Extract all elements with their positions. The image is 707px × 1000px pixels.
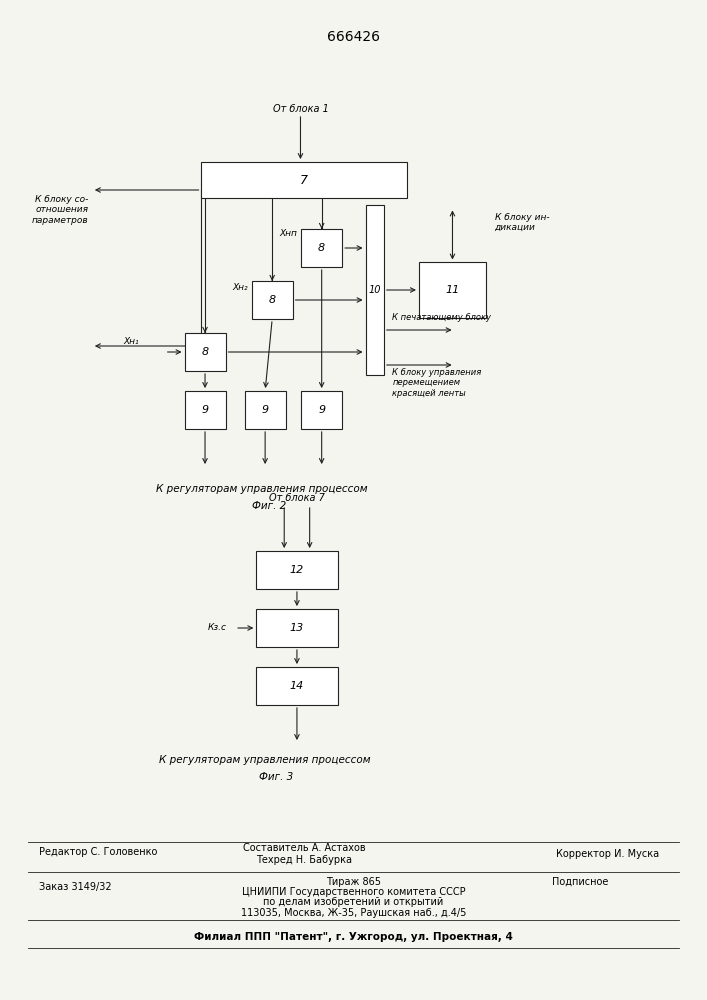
Bar [185,333,226,371]
Text: Редактор С. Головенко: Редактор С. Головенко [39,847,157,857]
Text: От блока 1: От блока 1 [272,104,329,114]
Text: 8: 8 [269,295,276,305]
Bar [419,262,486,318]
Text: 8: 8 [318,243,325,253]
Bar [366,205,384,375]
Text: Фиг. 3: Фиг. 3 [259,772,293,782]
Text: Тираж 865: Тираж 865 [326,877,381,887]
Bar [201,162,407,198]
Text: 12: 12 [290,565,304,575]
Text: К блоку управления
перемещением
красящей ленты: К блоку управления перемещением красящей… [392,368,481,398]
Bar [256,609,338,647]
Text: Корректор И. Муска: Корректор И. Муска [556,849,660,859]
Text: 9: 9 [318,405,325,415]
Text: К блоку ин-
дикации: К блоку ин- дикации [495,213,549,232]
Bar [301,391,342,429]
Text: Подписное: Подписное [551,877,608,887]
Text: 11: 11 [445,285,460,295]
Text: К регуляторам управления процессом: К регуляторам управления процессом [156,484,368,494]
Bar [252,281,293,319]
Text: 113035, Москва, Ж-35, Раушская наб., д.4/5: 113035, Москва, Ж-35, Раушская наб., д.4… [241,908,466,918]
Text: 9: 9 [262,405,269,415]
Text: К регуляторам управления процессом: К регуляторам управления процессом [159,755,371,765]
Bar [256,551,338,589]
Bar [245,391,286,429]
Text: 8: 8 [201,347,209,357]
Text: Xнп: Xнп [280,230,298,238]
Text: 666426: 666426 [327,30,380,44]
Text: 7: 7 [300,174,308,186]
Bar [301,229,342,267]
Text: Кз.c: Кз.c [208,624,227,633]
Text: Составитель А. Астахов: Составитель А. Астахов [243,843,366,853]
Text: Заказ 3149/32: Заказ 3149/32 [39,882,112,892]
Text: 9: 9 [201,405,209,415]
Text: по делам изобретений и открытий: по делам изобретений и открытий [264,897,443,907]
Bar [256,667,338,705]
Text: Техред Н. Бабурка: Техред Н. Бабурка [256,855,352,865]
Text: Филиал ППП "Патент", г. Ужгород, ул. Проектная, 4: Филиал ППП "Патент", г. Ужгород, ул. Про… [194,932,513,942]
Text: 10: 10 [368,285,381,295]
Text: К печатающему блоку: К печатающему блоку [392,313,491,322]
Text: Xн₁: Xн₁ [123,338,139,347]
Text: Фиг. 2: Фиг. 2 [252,501,286,511]
Text: От блока 7: От блока 7 [269,493,325,503]
Bar [185,391,226,429]
Text: 14: 14 [290,681,304,691]
Text: К блоку со-
отношения
параметров: К блоку со- отношения параметров [32,195,88,225]
Text: ЦНИИПИ Государственного комитета СССР: ЦНИИПИ Государственного комитета СССР [242,887,465,897]
Text: Xн₂: Xн₂ [233,284,248,292]
Text: 13: 13 [290,623,304,633]
